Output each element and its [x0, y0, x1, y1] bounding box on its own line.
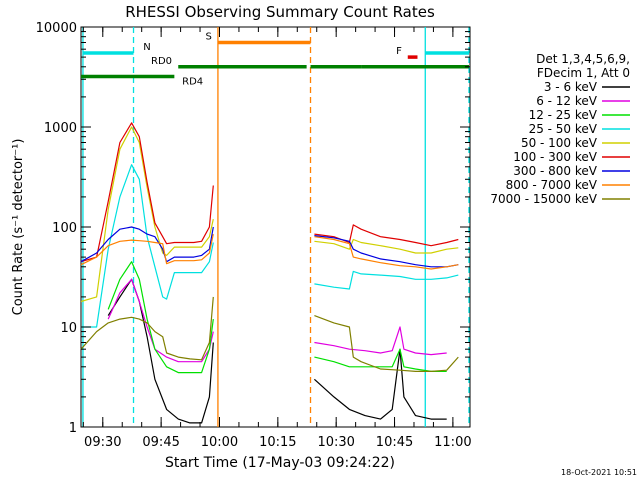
legend-entry-label: 3 - 6 keV: [544, 80, 598, 94]
series-line: [314, 348, 447, 372]
series-line: [314, 224, 459, 247]
plot-frame: [80, 26, 471, 428]
series-line: [314, 236, 459, 270]
legend-entry-label: 800 - 7000 keV: [506, 178, 598, 192]
legend-entry-label: 50 - 100 keV: [521, 136, 598, 150]
series-line: [314, 315, 459, 372]
series-line: [80, 296, 214, 361]
series-lines: [80, 122, 459, 424]
axis-ticks: 1 10 100 1000 10000 09:30 09:45 10:00 10:15 10:30…: [36, 21, 472, 450]
chart-title: RHESSI Observing Summary Count Rates: [125, 3, 435, 21]
x-tick-label: 10:30: [317, 435, 354, 450]
series-line: [81, 164, 214, 328]
series-line: [314, 238, 459, 254]
series-line: [314, 326, 447, 356]
series-line: [80, 122, 214, 263]
legend-entry-label: 100 - 300 keV: [513, 150, 597, 164]
series-line: [80, 126, 214, 303]
series-line: [313, 348, 447, 420]
legend-entry-label: 12 - 25 keV: [529, 108, 598, 122]
x-tick-label: 10:15: [259, 435, 296, 450]
legend-entry-label: 25 - 50 keV: [529, 122, 598, 136]
y-tick-label: 10000: [36, 21, 77, 36]
flag-label: F: [396, 46, 402, 57]
series-line: [314, 270, 459, 290]
x-tick-label: 11:00: [434, 435, 471, 450]
series-line: [314, 235, 459, 268]
y-tick-label: 100: [52, 221, 77, 236]
legend: Det 1,3,4,5,6,9,FDecim 1, Att 03 - 6 keV…: [490, 52, 630, 206]
flag-label: RD0: [151, 56, 172, 67]
y-tick-label: 1000: [44, 121, 77, 136]
x-tick-label: 09:30: [84, 435, 121, 450]
footer-date: 18-Oct-2021 10:51: [561, 468, 637, 477]
legend-header: FDecim 1, Att 0: [537, 66, 630, 80]
y-axis-label: Count Rate (s⁻¹ detector⁻¹): [11, 139, 26, 316]
x-tick-label: 10:45: [376, 435, 413, 450]
y-tick-label: 10: [60, 321, 77, 336]
vertical-markers: [82, 27, 470, 427]
flag-label: S: [205, 31, 211, 42]
series-line: [107, 278, 214, 424]
legend-entry-label: 300 - 800 keV: [513, 164, 597, 178]
x-tick-label: 10:00: [201, 435, 238, 450]
series-line: [107, 278, 214, 363]
flag-bars: N S F RD0 RD4: [81, 31, 469, 87]
flag-label: RD4: [182, 76, 203, 87]
series-line: [107, 261, 214, 374]
series-line: [80, 233, 214, 266]
x-tick-label: 09:45: [142, 435, 179, 450]
legend-entry-label: 6 - 12 keV: [536, 94, 598, 108]
legend-header: Det 1,3,4,5,6,9,: [536, 52, 630, 66]
x-axis-label: Start Time (17-May-03 09:24:22): [165, 455, 395, 471]
legend-entry-label: 7000 - 15000 keV: [490, 192, 597, 206]
y-tick-label: 1: [69, 421, 77, 436]
series-line: [80, 226, 214, 263]
flag-label: N: [143, 42, 150, 53]
